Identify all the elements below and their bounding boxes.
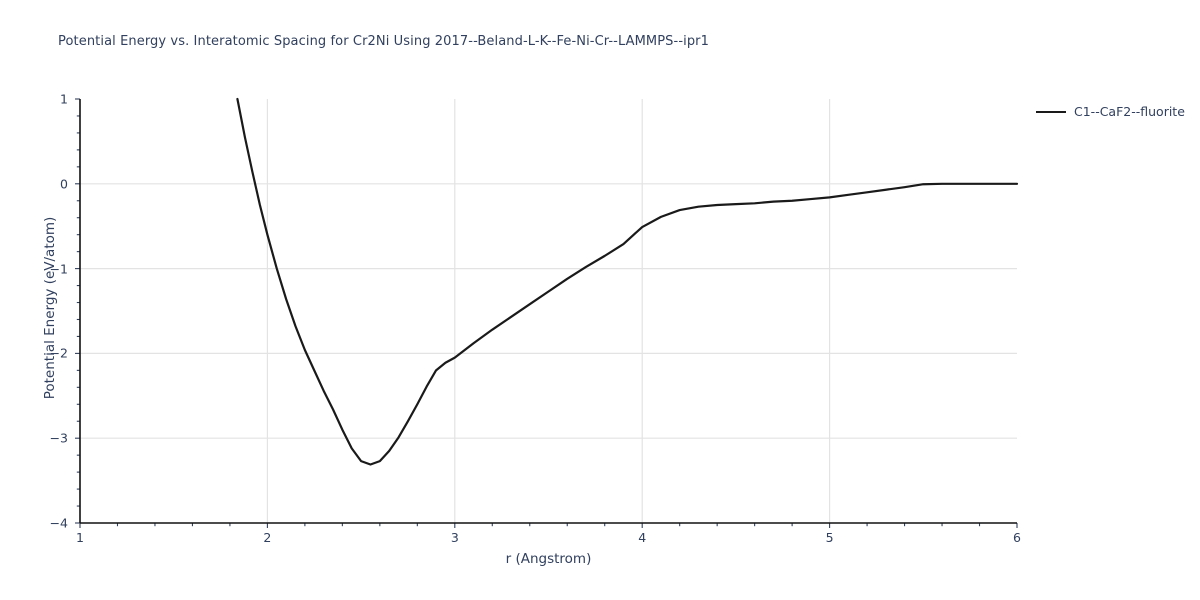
y-tick-label: −4 [49,515,68,531]
chart-title: Potential Energy vs. Interatomic Spacing… [58,34,709,49]
x-tick-label: 1 [76,530,84,545]
legend-item-label: C1--CaF2--fluorite [1074,104,1185,119]
y-tick-label: −1 [49,261,68,277]
x-tick-label: 4 [638,530,647,545]
chart-legend: C1--CaF2--fluorite [1036,104,1185,119]
y-tick-label: 1 [60,91,68,107]
x-tick-label: 5 [825,530,834,545]
x-tick-label: 6 [1013,530,1021,545]
y-tick-label: 0 [60,176,68,192]
grid-lines [80,99,1017,523]
legend-line-swatch [1036,110,1066,113]
data-series [236,97,1019,466]
series-line-0 [236,97,1019,466]
axis-spines [79,99,1017,524]
x-tick-label: 2 [263,530,272,545]
axis-ticks [75,98,1018,528]
x-tick-label: 3 [450,530,459,545]
x-axis-label: r (Angstrom) [505,551,592,567]
y-tick-label: −2 [49,345,68,361]
y-tick-label: −3 [49,430,68,446]
